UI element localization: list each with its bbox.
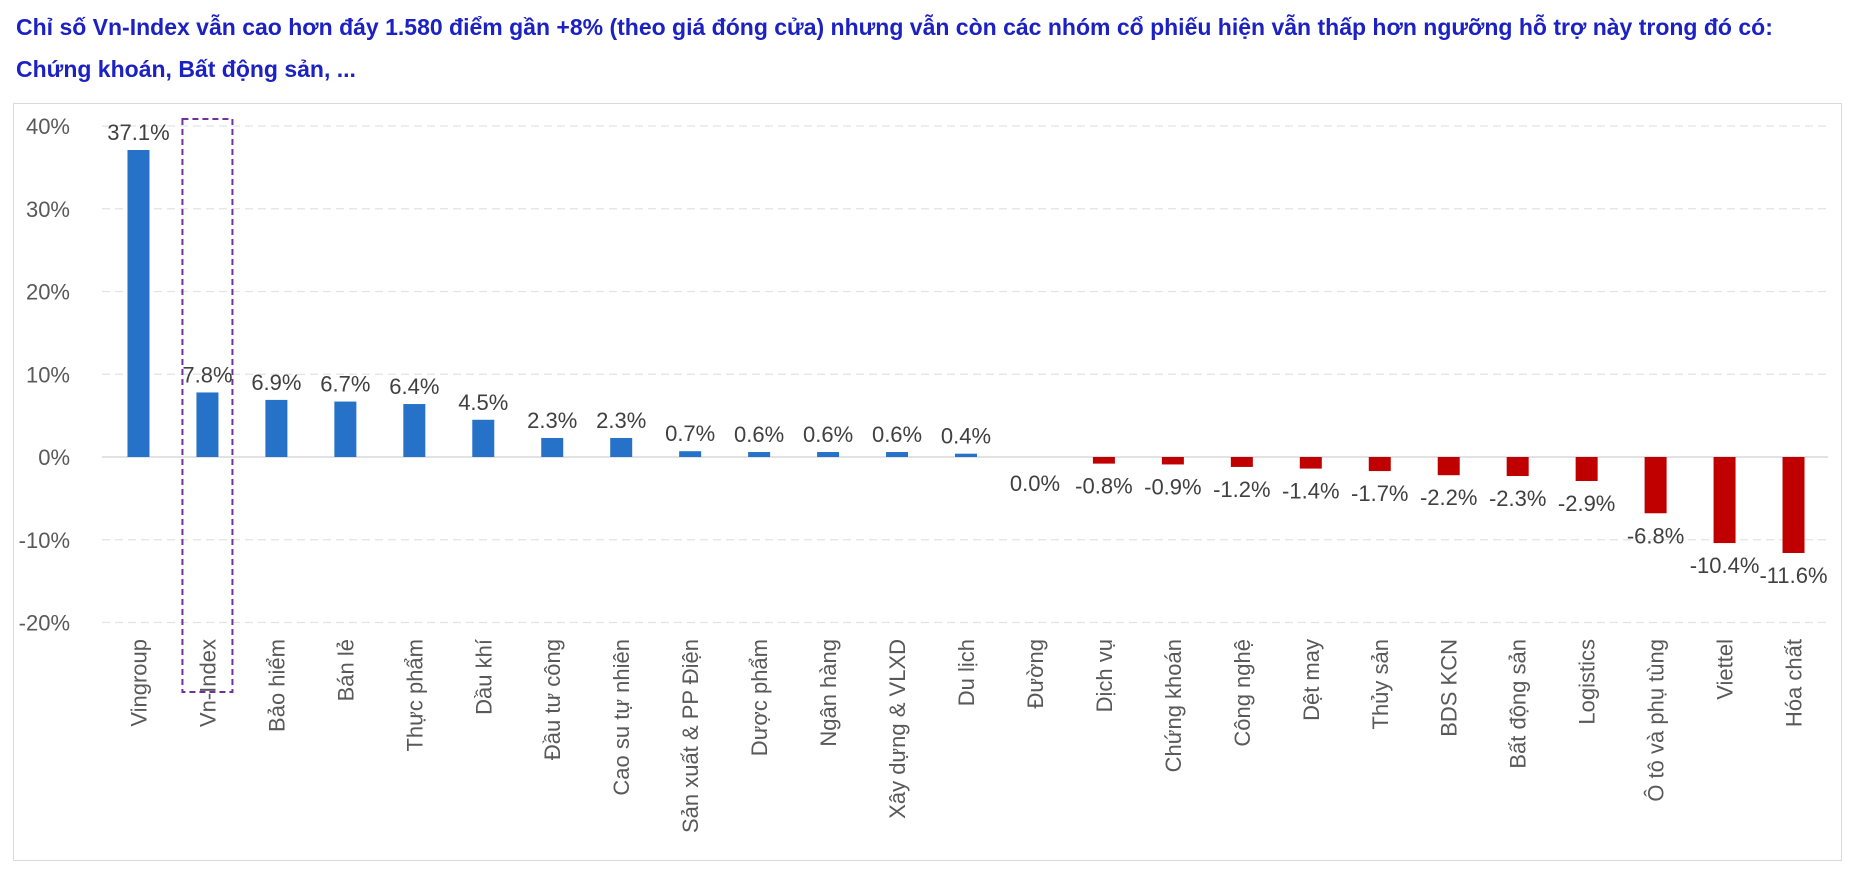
data-label: -11.6% [1759, 563, 1827, 588]
y-tick-label: 40% [26, 114, 70, 139]
category-label: Logistics [1575, 639, 1600, 725]
bar [1644, 457, 1667, 514]
category-label: Bán lẻ [333, 639, 358, 701]
data-label: 0.6% [803, 422, 853, 447]
category-label: Bảo hiểm [264, 639, 289, 732]
bar [1782, 457, 1805, 553]
category-label: BDS KCN [1437, 639, 1462, 737]
category-label: Chứng khoán [1161, 639, 1186, 772]
category-label: Công nghệ [1230, 639, 1255, 747]
bar [472, 419, 495, 457]
bar [1161, 457, 1184, 465]
bar [1437, 457, 1460, 476]
bars [127, 149, 1805, 553]
x-axis: Vingroup Vn-Index Bảo hiểm Bán lẻ Thực phẩm D… [126, 639, 1806, 833]
chart-headline: Chỉ số Vn-Index vẫn cao hơn đáy 1.580 đi… [16, 14, 1773, 82]
category-label: Hóa chất [1782, 639, 1807, 727]
category-label: Viettel [1713, 639, 1738, 700]
y-tick-label: 20% [26, 280, 70, 305]
bar [817, 452, 840, 457]
category-label: Vn-Index [195, 639, 220, 727]
y-tick-label: 0% [38, 445, 70, 470]
bar [541, 437, 564, 457]
data-label: -1.2% [1213, 477, 1270, 502]
y-tick-label: 10% [26, 362, 70, 387]
bar [679, 451, 702, 457]
data-label: 2.3% [596, 408, 646, 433]
y-tick-label: -10% [19, 528, 70, 553]
bar [748, 452, 771, 457]
category-label: Ngân hàng [816, 639, 841, 747]
data-label: 0.0% [1010, 471, 1060, 496]
data-label: 2.3% [527, 408, 577, 433]
bar [1575, 457, 1598, 481]
bar [1368, 457, 1391, 472]
data-label: 7.8% [182, 362, 232, 387]
category-label: Đầu tư công [540, 639, 565, 760]
highlight-box [181, 118, 234, 693]
data-label: -1.4% [1282, 479, 1339, 504]
data-label: 37.1% [107, 120, 169, 145]
bar [886, 452, 909, 457]
category-label: Dịch vụ [1092, 639, 1117, 712]
data-label: 0.6% [872, 422, 922, 447]
category-label: Dược phẩm [747, 639, 772, 756]
data-label: -1.7% [1351, 481, 1408, 506]
data-label: 6.4% [389, 374, 439, 399]
category-label: Ô tô và phụ tùng [1644, 639, 1669, 802]
data-label: -2.2% [1420, 485, 1477, 510]
category-label: Thực phẩm [402, 639, 427, 752]
data-label: 6.7% [320, 372, 370, 397]
data-label: -10.4% [1690, 553, 1760, 578]
data-label: 4.5% [458, 390, 508, 415]
data-label: 6.9% [251, 370, 301, 395]
bar [265, 399, 288, 457]
bar [334, 401, 357, 457]
category-label: Đường [1023, 639, 1048, 709]
bar [127, 149, 150, 457]
category-label: Sản xuất & PP Điện [678, 639, 703, 833]
bar [196, 392, 219, 457]
bar [1506, 457, 1529, 477]
data-label: 0.6% [734, 422, 784, 447]
data-label: -0.8% [1075, 474, 1132, 499]
category-label: Dệt may [1299, 639, 1324, 721]
bar [1299, 457, 1322, 469]
bar [610, 437, 633, 457]
data-label: -2.3% [1489, 486, 1546, 511]
category-label: Xây dựng & VLXD [885, 639, 910, 819]
bar [1230, 457, 1253, 467]
y-tick-label: 30% [26, 197, 70, 222]
bar [1713, 457, 1736, 544]
category-label: Vingroup [126, 639, 151, 727]
data-labels: 37.1% 7.8% 6.9% 6.7% 6.4% 4.5% 2.3% 2.3% 0.7% 0.6… [107, 120, 1827, 588]
y-tick-label: -20% [19, 611, 70, 636]
data-label: 0.4% [941, 424, 991, 449]
data-label: 0.7% [665, 421, 715, 446]
bar-chart: 40% 30% 20% 10% 0% -10% -20% 37.1% 7.8% 6.9% 6.7%… [19, 114, 1828, 833]
category-label: Du lịch [954, 639, 979, 706]
y-axis: 40% 30% 20% 10% 0% -10% -20% [19, 114, 70, 636]
category-label: Dầu khí [471, 639, 496, 715]
bar [1092, 457, 1115, 464]
chart-frame: 40% 30% 20% 10% 0% -10% -20% 37.1% 7.8% 6.9% 6.7%… [13, 103, 1842, 861]
data-label: -2.9% [1558, 491, 1615, 516]
highlight [181, 118, 234, 693]
data-label: -6.8% [1627, 523, 1684, 548]
category-label: Cao su tự nhiên [609, 639, 634, 796]
bar [403, 404, 426, 457]
data-label: -0.9% [1144, 474, 1201, 499]
category-label: Thủy sản [1368, 639, 1393, 730]
category-label: Bất động sản [1506, 639, 1531, 769]
bar [955, 453, 977, 457]
